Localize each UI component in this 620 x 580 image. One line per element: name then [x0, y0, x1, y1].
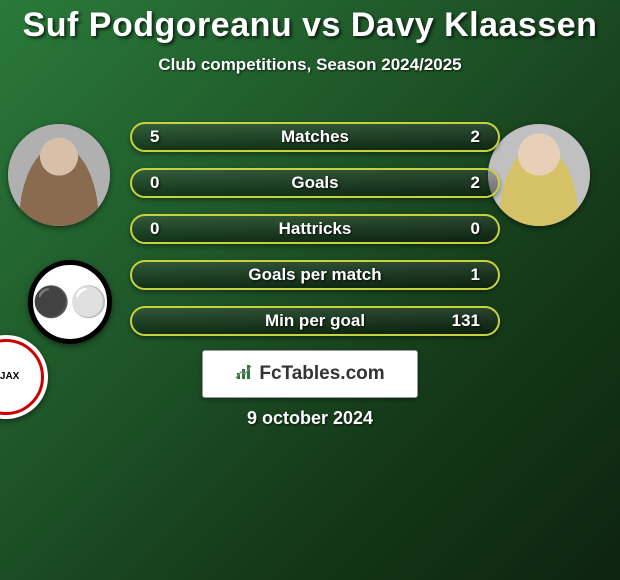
club-badge-left: ⚫⚪: [28, 260, 112, 344]
stat-row: Min per goal 131: [130, 306, 500, 336]
stat-right-value: 0: [471, 216, 480, 242]
club-badge-right: AJAX: [0, 335, 48, 419]
comparison-card: Suf Podgoreanu vs Davy Klaassen Club com…: [0, 0, 620, 580]
club-badge-left-text: ⚫⚪: [33, 285, 108, 320]
card-date: 9 october 2024: [0, 408, 620, 429]
page-subtitle: Club competitions, Season 2024/2025: [0, 55, 620, 75]
player-left-photo: [8, 124, 110, 226]
avatar-silhouette: [488, 124, 590, 226]
avatar-silhouette: [8, 124, 110, 226]
stat-right-value: 131: [452, 308, 480, 334]
stat-left-value: 0: [150, 170, 159, 196]
bar-chart-icon: [235, 363, 253, 381]
page-title: Suf Podgoreanu vs Davy Klaassen: [0, 0, 620, 45]
club-badge-right-text: AJAX: [0, 372, 19, 382]
stat-right-value: 2: [471, 124, 480, 150]
stat-row: Goals per match 1: [130, 260, 500, 290]
stat-label: Goals: [132, 173, 498, 193]
stat-label: Hattricks: [132, 219, 498, 239]
stat-row: 5 Matches 2: [130, 122, 500, 152]
stat-right-value: 2: [471, 170, 480, 196]
player-right-photo: [488, 124, 590, 226]
stat-label: Matches: [132, 127, 498, 147]
stats-rows: 5 Matches 2 0 Goals 2 0 Hattricks 0 Goal…: [130, 122, 500, 352]
stat-left-value: 0: [150, 216, 159, 242]
stat-label: Min per goal: [132, 311, 498, 331]
stat-right-value: 1: [471, 262, 480, 288]
brand-text: FcTables.com: [259, 363, 384, 385]
stat-row: 0 Hattricks 0: [130, 214, 500, 244]
stat-label: Goals per match: [132, 265, 498, 285]
stat-left-value: 5: [150, 124, 159, 150]
brand-footer[interactable]: FcTables.com: [202, 350, 418, 398]
chart-icon: [235, 363, 253, 386]
stat-row: 0 Goals 2: [130, 168, 500, 198]
